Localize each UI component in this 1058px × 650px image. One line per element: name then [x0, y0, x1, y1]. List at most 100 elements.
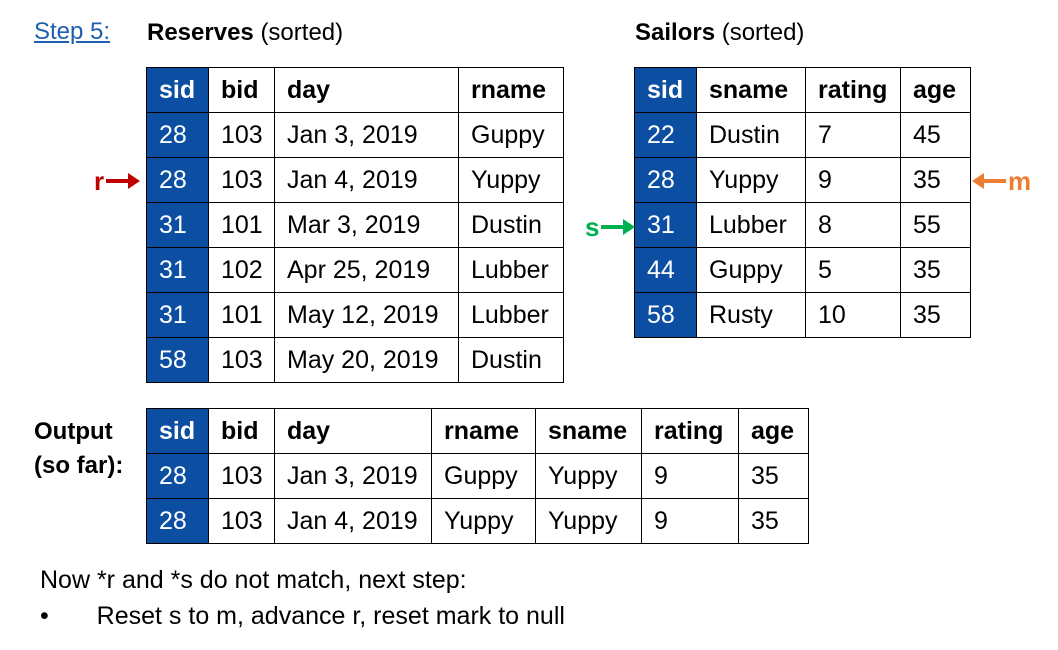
reserves-cell-sid: 31 [146, 292, 209, 338]
sailors-cell-sname: Dustin [696, 112, 806, 158]
output-header-row: sid bid day rname sname rating age [146, 408, 809, 454]
reserves-title: Reserves [147, 19, 254, 46]
reserves-cell-rname: Lubber [458, 292, 564, 338]
reserves-cell-bid: 101 [208, 292, 275, 338]
output-header-rname: rname [431, 408, 536, 454]
reserves-header-rname: rname [458, 67, 564, 113]
output-header-sid: sid [146, 408, 209, 454]
reserves-cell-bid: 103 [208, 112, 275, 158]
sailors-cell-age: 35 [900, 292, 971, 338]
output-cell-rname: Guppy [431, 453, 536, 499]
reserves-cell-day: Mar 3, 2019 [274, 202, 459, 248]
reserves-row: 31 101 May 12, 2019 Lubber [146, 292, 564, 338]
sailors-cell-sid: 44 [634, 247, 697, 293]
sailors-title: Sailors [635, 19, 716, 46]
sailors-cell-rating: 5 [805, 247, 901, 293]
sailors-cell-sid: 31 [634, 202, 697, 248]
sailors-cell-sname: Lubber [696, 202, 806, 248]
output-row: 28 103 Jan 3, 2019 Guppy Yuppy 9 35 [146, 453, 809, 499]
sailors-cell-sname: Yuppy [696, 157, 806, 203]
sailors-row: 31 Lubber 8 55 [634, 202, 971, 248]
reserves-cell-rname: Yuppy [458, 157, 564, 203]
output-row: 28 103 Jan 4, 2019 Yuppy Yuppy 9 35 [146, 498, 809, 544]
reserves-cell-day: May 12, 2019 [274, 292, 459, 338]
reserves-cell-bid: 101 [208, 202, 275, 248]
bullet-icon: • [40, 602, 49, 630]
note-bullet-text: Reset s to m, advance r, reset mark to n… [96, 602, 565, 630]
sailors-cell-age: 35 [900, 247, 971, 293]
reserves-qualifier: (sorted) [260, 19, 344, 46]
sailors-cell-sid: 28 [634, 157, 697, 203]
reserves-cell-day: May 20, 2019 [274, 337, 459, 383]
sailors-cell-age: 45 [900, 112, 971, 158]
reserves-cell-day: Apr 25, 2019 [274, 247, 459, 293]
reserves-header-day: day [274, 67, 459, 113]
output-cell-sid: 28 [146, 453, 209, 499]
reserves-row: 31 102 Apr 25, 2019 Lubber [146, 247, 564, 293]
reserves-cell-day: Jan 4, 2019 [274, 157, 459, 203]
sailors-cell-sname: Rusty [696, 292, 806, 338]
sailors-cell-rating: 7 [805, 112, 901, 158]
sailors-cell-rating: 8 [805, 202, 901, 248]
reserves-cell-rname: Dustin [458, 337, 564, 383]
step-label-link[interactable]: Step 5: [34, 18, 111, 45]
s-pointer: s [585, 209, 636, 245]
reserves-row: 31 101 Mar 3, 2019 Dustin [146, 202, 564, 248]
sailors-table: sid sname rating age 22 Dustin 7 45 28 Yuppy 9 35 31… [634, 67, 971, 338]
output-label-line2: (so far): [34, 452, 124, 479]
sailors-header-rating: rating [805, 67, 901, 113]
sailors-row: 28 Yuppy 9 35 [634, 157, 971, 203]
output-header-rating: rating [641, 408, 739, 454]
output-cell-sid: 28 [146, 498, 209, 544]
note-bullet-item: • Reset s to m, advance r, reset mark to… [40, 598, 565, 634]
sailors-qualifier: (sorted) [721, 19, 805, 46]
r-pointer: r [94, 163, 141, 199]
reserves-row: 28 103 Jan 3, 2019 Guppy [146, 112, 564, 158]
output-header-age: age [738, 408, 809, 454]
reserves-header-bid: bid [208, 67, 275, 113]
sailors-heading: Sailors (sorted) [635, 18, 804, 48]
output-header-sname: sname [535, 408, 642, 454]
output-cell-bid: 103 [208, 453, 275, 499]
r-pointer-label: r [94, 165, 105, 196]
m-pointer-label: m [1008, 165, 1032, 196]
sailors-cell-sid: 58 [634, 292, 697, 338]
output-header-bid: bid [208, 408, 275, 454]
output-cell-age: 35 [738, 453, 809, 499]
sailors-cell-rating: 9 [805, 157, 901, 203]
sailors-cell-sname: Guppy [696, 247, 806, 293]
reserves-row: 58 103 May 20, 2019 Dustin [146, 337, 564, 383]
output-cell-rating: 9 [641, 498, 739, 544]
sailors-row: 22 Dustin 7 45 [634, 112, 971, 158]
reserves-cell-rname: Dustin [458, 202, 564, 248]
m-arrow-icon [972, 173, 1006, 189]
sailors-row: 58 Rusty 10 35 [634, 292, 971, 338]
reserves-cell-sid: 31 [146, 247, 209, 293]
reserves-cell-sid: 28 [146, 112, 209, 158]
reserves-cell-rname: Lubber [458, 247, 564, 293]
reserves-table: sid bid day rname 28 103 Jan 3, 2019 Guppy 28 103… [146, 67, 564, 383]
output-header-day: day [274, 408, 432, 454]
output-cell-sname: Yuppy [535, 453, 642, 499]
output-label: Output (so far): [34, 415, 123, 483]
output-cell-day: Jan 4, 2019 [274, 498, 432, 544]
output-cell-bid: 103 [208, 498, 275, 544]
s-pointer-label: s [585, 211, 600, 242]
reserves-heading: Reserves (sorted) [147, 18, 343, 48]
s-arrow-icon [601, 219, 636, 235]
sailors-cell-age: 55 [900, 202, 971, 248]
sailors-cell-age: 35 [900, 157, 971, 203]
sailors-header-age: age [900, 67, 971, 113]
output-cell-sname: Yuppy [535, 498, 642, 544]
m-pointer: m [972, 163, 1031, 199]
output-table: sid bid day rname sname rating age 28 103 Jan 3, … [146, 408, 809, 544]
sailors-cell-sid: 22 [634, 112, 697, 158]
sailors-cell-rating: 10 [805, 292, 901, 338]
reserves-row: 28 103 Jan 4, 2019 Yuppy [146, 157, 564, 203]
reserves-header-row: sid bid day rname [146, 67, 564, 113]
r-arrow-icon [106, 173, 141, 189]
output-label-line1: Output [34, 418, 113, 445]
output-cell-age: 35 [738, 498, 809, 544]
sailors-row: 44 Guppy 5 35 [634, 247, 971, 293]
output-cell-rname: Yuppy [431, 498, 536, 544]
